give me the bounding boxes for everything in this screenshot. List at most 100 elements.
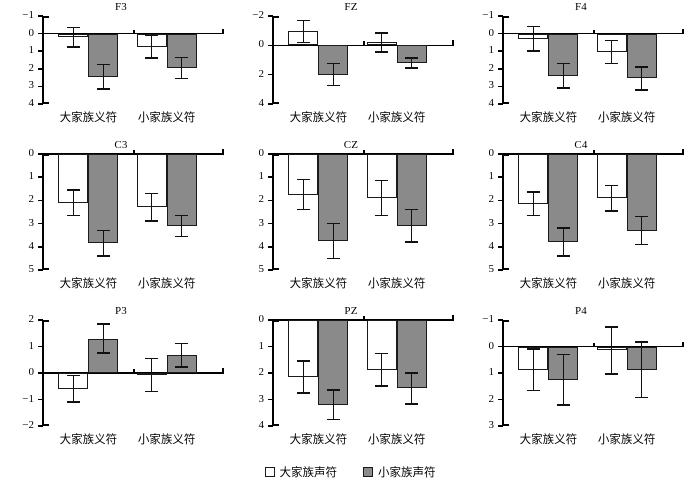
y-axis-bottom-cap (42, 268, 49, 270)
y-tick-label: 0 (258, 38, 265, 51)
error-bar-stem (302, 361, 305, 393)
y-tick (498, 425, 503, 427)
x-axis-label: 大家族义符 (519, 276, 578, 290)
error-bar-cap-upper (405, 372, 419, 374)
y-tick (498, 32, 503, 35)
baseline-mid-tick (593, 150, 595, 154)
error-bar-cap-upper (605, 326, 619, 328)
error-bar-cap-upper (526, 191, 540, 194)
y-tick (498, 15, 503, 17)
error-bar-cap-upper (175, 214, 189, 217)
error-bar-cap-lower (96, 255, 110, 257)
error-bar-cap-upper (405, 208, 419, 211)
bar-c3-g1-s2 (88, 154, 119, 244)
y-axis-spine (42, 16, 44, 104)
baseline-end-tick (222, 28, 224, 34)
panel-f4: F4 −1 0 1 2 3 4 大家族义符 小家族义符 (472, 2, 690, 134)
x-axis-label: 大家族义符 (519, 432, 578, 446)
y-axis-spine (502, 320, 504, 426)
panel-c3: C3 0 1 2 3 4 5 大家族义符 小家族义符 (12, 140, 230, 300)
y-tick-label: 2 (488, 61, 495, 74)
error-bar-cap-lower (296, 208, 310, 211)
y-tick (498, 246, 503, 248)
error-bar-cap-upper (635, 66, 649, 68)
baseline-mid-tick (363, 150, 365, 154)
error-bar-cap-lower (66, 214, 80, 217)
error-bar-cap-lower (556, 87, 570, 89)
y-tick (38, 372, 43, 374)
panel-pz: PZ 0 1 2 3 4 大家族义符 小家族义符 (242, 306, 460, 456)
error-bar-cap-lower (175, 235, 189, 238)
error-bar-stem (302, 20, 305, 43)
error-bar-cap-lower (66, 401, 80, 403)
baseline-axis (272, 44, 454, 47)
error-bar-stem (72, 375, 75, 403)
error-bar-cap-upper (556, 62, 570, 65)
y-tick (38, 345, 43, 348)
error-bar-stem (640, 216, 643, 245)
y-tick (498, 85, 503, 88)
error-bar-cap-lower (526, 389, 540, 392)
error-bar-stem (532, 192, 535, 216)
y-tick (38, 15, 43, 17)
legend-item: 小家族声符 (363, 464, 436, 480)
y-axis-bottom-cap (502, 268, 509, 270)
error-bar-cap-upper (175, 56, 189, 59)
y-tick (268, 246, 273, 248)
error-bar-stem (150, 193, 153, 222)
error-bar-cap-lower (556, 404, 570, 406)
y-tick (498, 103, 503, 105)
y-axis-top-cap (502, 320, 509, 322)
plot-area: −1 0 1 2 3 4 大家族义符 小家族义符 (22, 10, 224, 123)
plot-area: −1 0 1 2 3 大家族义符 小家族义符 (482, 314, 684, 445)
error-bar-cap-upper (66, 374, 80, 377)
error-bar-cap-upper (96, 323, 110, 325)
y-axis-bottom-cap (502, 102, 509, 104)
error-bar-stem (640, 67, 643, 90)
y-axis-top-cap (42, 154, 49, 156)
error-bar-cap-lower (145, 57, 159, 60)
y-axis-spine (42, 154, 44, 270)
error-bar-cap-upper (375, 32, 389, 34)
baseline-axis (42, 153, 224, 155)
error-bar-cap-lower (556, 255, 570, 257)
baseline-mid-tick (363, 41, 365, 46)
y-tick-label: 1 (488, 44, 495, 57)
y-tick-label: 2 (28, 193, 35, 206)
baseline-mid-tick (133, 150, 135, 154)
error-bar-cap-lower (405, 241, 419, 243)
error-bar-stem (102, 230, 105, 257)
error-bar-cap-lower (66, 46, 80, 48)
baseline-mid-tick (133, 29, 135, 34)
error-bar-cap-upper (326, 62, 340, 65)
error-bar-cap-lower (145, 220, 159, 223)
error-bar-cap-lower (405, 67, 419, 69)
error-bar-stem (180, 57, 183, 79)
chart-legend: 大家族声符 小家族声符 (0, 464, 700, 480)
y-axis-top-cap (42, 16, 49, 18)
legend-swatch-gray-icon (363, 467, 373, 477)
error-bar-cap-upper (526, 25, 540, 28)
y-tick-label: 1 (488, 366, 495, 378)
panel-title: FZ (344, 1, 358, 13)
y-tick-label: 1 (258, 170, 265, 183)
y-tick (268, 319, 273, 321)
y-tick (38, 246, 43, 248)
baseline-end-tick (452, 40, 454, 46)
baseline-axis (502, 153, 684, 155)
plot-area: 2 1 0 −1 −2 大家族义符 小家族义符 (22, 314, 224, 445)
y-tick (498, 372, 503, 374)
baseline-mid-tick (363, 316, 365, 320)
x-axis-label: 大家族义符 (59, 110, 118, 124)
panel-cz: CZ 0 1 2 3 4 5 大家族义符 小家族义符 (242, 140, 460, 300)
y-tick (498, 199, 503, 202)
error-bar-cap-lower (375, 51, 389, 53)
y-tick (38, 103, 43, 105)
y-tick (268, 176, 273, 178)
y-tick (38, 425, 43, 427)
x-axis-label: 小家族义符 (137, 432, 196, 446)
error-bar-cap-lower (326, 84, 340, 87)
y-axis-top-cap (42, 320, 49, 322)
error-bar-stem (102, 64, 105, 90)
